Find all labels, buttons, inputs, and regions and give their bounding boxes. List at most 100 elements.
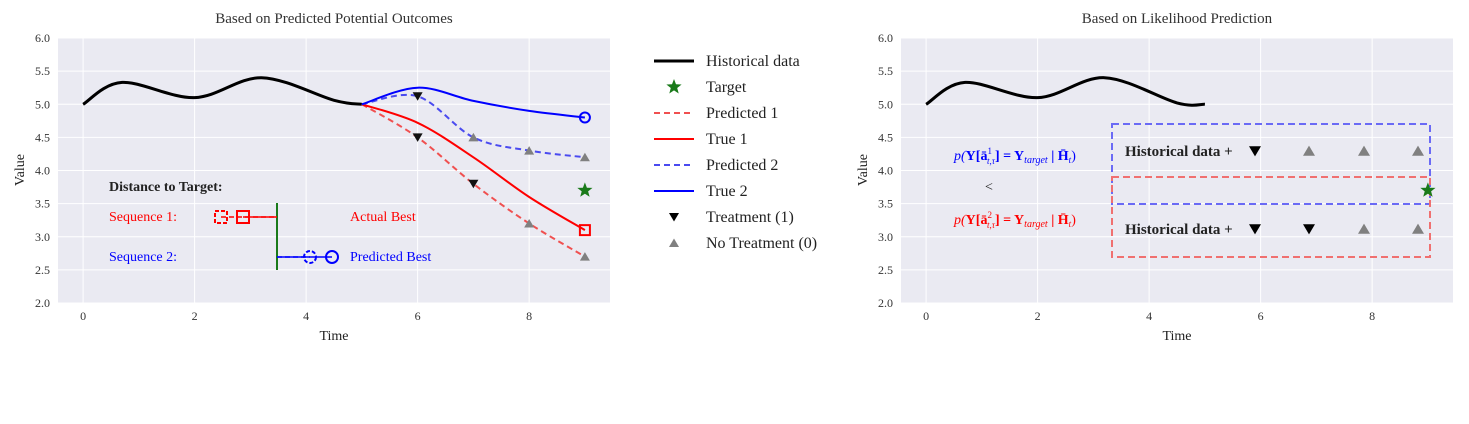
target-marker bbox=[1420, 182, 1436, 197]
x-tick-label: 0 bbox=[923, 309, 929, 323]
no-treatment-marker bbox=[1412, 145, 1424, 156]
treatment-marker bbox=[1249, 224, 1261, 235]
y-tick-label: 5.5 bbox=[35, 64, 50, 78]
sequence1-label: Sequence 1: bbox=[109, 210, 177, 225]
legend: Historical data Target Predicted 1 True 1 Pr… bbox=[654, 53, 817, 252]
y-tick-label: 4.0 bbox=[878, 164, 893, 178]
y-tick-label: 4.5 bbox=[35, 130, 50, 144]
point-markers bbox=[412, 92, 593, 261]
y-tick-label: 3.5 bbox=[35, 197, 50, 211]
y-tick-label: 6.0 bbox=[35, 31, 50, 45]
treatment-marker bbox=[412, 92, 423, 101]
x-tick-label: 4 bbox=[1146, 309, 1152, 323]
comparison-sign: < bbox=[985, 180, 993, 195]
legend-item: True 2 bbox=[654, 183, 748, 200]
x-tick-label: 2 bbox=[1035, 309, 1041, 323]
legend-label-historical-data: Historical data bbox=[706, 53, 800, 70]
seq2-true-marker bbox=[325, 250, 339, 264]
legend-item: Predicted 1 bbox=[654, 105, 778, 122]
point-markers bbox=[1249, 145, 1436, 235]
treatment-marker bbox=[412, 133, 423, 142]
y-tick-label: 5.0 bbox=[878, 97, 893, 111]
no-treatment-marker bbox=[524, 219, 535, 228]
right-panel: Based on Likelihood Prediction 2.0 2.5 3.0… bbox=[856, 11, 1453, 344]
predicted-best-label: Predicted Best bbox=[350, 250, 431, 265]
target-marker bbox=[577, 182, 593, 197]
chart-title: Based on Predicted Potential Outcomes bbox=[215, 11, 453, 27]
series-lines bbox=[82, 76, 586, 258]
series-line-predicted-1 bbox=[361, 103, 586, 258]
x-tick-label: 2 bbox=[192, 309, 198, 323]
no-treatment-marker bbox=[1412, 223, 1424, 234]
legend-label-target: Target bbox=[706, 79, 747, 96]
row1-label: Historical data + bbox=[1125, 144, 1233, 160]
distance-heading: Distance to Target: bbox=[109, 180, 223, 195]
legend-label-true-1: True 1 bbox=[706, 131, 748, 148]
seq1-predicted-marker bbox=[214, 210, 228, 224]
legend-swatch-no-treatment-0- bbox=[669, 238, 679, 247]
true1-end-marker bbox=[578, 224, 591, 237]
actual-best-label: Actual Best bbox=[350, 210, 416, 225]
y-tick-label: 3.5 bbox=[878, 197, 893, 211]
likelihood-formula-1: p(Y[ā1 t,τ] = Ytarget | H̄t) bbox=[953, 146, 1076, 166]
no-treatment-marker bbox=[468, 132, 479, 142]
y-tick-label: 3.0 bbox=[35, 230, 50, 244]
y-tick-labels: 2.0 2.5 3.0 3.5 4.0 4.5 5.0 5.5 6.0 bbox=[878, 31, 893, 310]
x-tick-label: 6 bbox=[1258, 309, 1264, 323]
treatment-marker bbox=[468, 179, 479, 189]
x-tick-label: 0 bbox=[80, 309, 86, 323]
series-line-true-1 bbox=[361, 103, 586, 231]
y-tick-label: 2.0 bbox=[35, 296, 50, 310]
treatment-marker bbox=[1249, 146, 1261, 157]
legend-label-predicted-1: Predicted 1 bbox=[706, 105, 778, 122]
legend-item: True 1 bbox=[654, 131, 748, 148]
seq1-true-marker bbox=[236, 210, 250, 224]
x-tick-labels: 0 2 4 6 8 bbox=[80, 309, 532, 323]
x-axis-label: Time bbox=[319, 329, 348, 344]
x-tick-label: 8 bbox=[1369, 309, 1375, 323]
x-tick-label: 4 bbox=[303, 309, 309, 323]
likelihood-formula-2: p(Y[ā2 t,τ] = Ytarget | H̄t) bbox=[953, 210, 1076, 230]
x-tick-labels: 0 2 4 6 8 bbox=[923, 309, 1375, 323]
no-treatment-marker bbox=[579, 152, 590, 162]
y-axis-label: Value bbox=[13, 154, 28, 186]
sequence2-box bbox=[1111, 176, 1431, 258]
y-tick-label: 6.0 bbox=[878, 31, 893, 45]
x-axis-label: Time bbox=[1162, 329, 1191, 344]
series-line-historical-data bbox=[925, 76, 1205, 107]
no-treatment-marker bbox=[579, 252, 590, 261]
chart-title: Based on Likelihood Prediction bbox=[1082, 11, 1273, 27]
legend-item: Predicted 2 bbox=[654, 157, 778, 174]
no-treatment-marker bbox=[1358, 145, 1370, 156]
legend-label-predicted-2: Predicted 2 bbox=[706, 157, 778, 174]
x-tick-label: 6 bbox=[415, 309, 421, 323]
y-tick-label: 5.5 bbox=[878, 64, 893, 78]
sequence1-box bbox=[1111, 123, 1431, 205]
legend-label-treatment-1-: Treatment (1) bbox=[706, 209, 794, 226]
legend-item: Historical data bbox=[654, 53, 800, 70]
legend-item: Treatment (1) bbox=[669, 209, 794, 226]
grid bbox=[58, 37, 610, 304]
legend-label-no-treatment-0-: No Treatment (0) bbox=[706, 235, 817, 252]
legend-item: No Treatment (0) bbox=[669, 235, 817, 252]
no-treatment-marker bbox=[1358, 223, 1370, 234]
no-treatment-marker bbox=[524, 146, 535, 155]
x-tick-label: 8 bbox=[526, 309, 532, 323]
y-tick-labels: 2.0 2.5 3.0 3.5 4.0 4.5 5.0 5.5 6.0 bbox=[35, 31, 50, 310]
left-panel: Based on Predicted Potential Outcomes 2.… bbox=[13, 11, 610, 344]
treatment-marker bbox=[1303, 224, 1315, 235]
sequence2-label: Sequence 2: bbox=[109, 250, 177, 265]
series-line-predicted-2 bbox=[361, 94, 586, 159]
y-axis-label: Value bbox=[856, 154, 871, 186]
legend-swatch-treatment-1- bbox=[669, 213, 679, 222]
series-lines bbox=[925, 76, 1205, 107]
y-tick-label: 4.0 bbox=[35, 164, 50, 178]
series-line-true-2 bbox=[361, 86, 586, 119]
y-tick-label: 2.0 bbox=[878, 296, 893, 310]
no-treatment-marker bbox=[1303, 145, 1315, 156]
y-tick-label: 3.0 bbox=[878, 230, 893, 244]
true2-end-marker bbox=[578, 111, 591, 124]
y-tick-label: 5.0 bbox=[35, 97, 50, 111]
y-tick-label: 2.5 bbox=[878, 263, 893, 277]
